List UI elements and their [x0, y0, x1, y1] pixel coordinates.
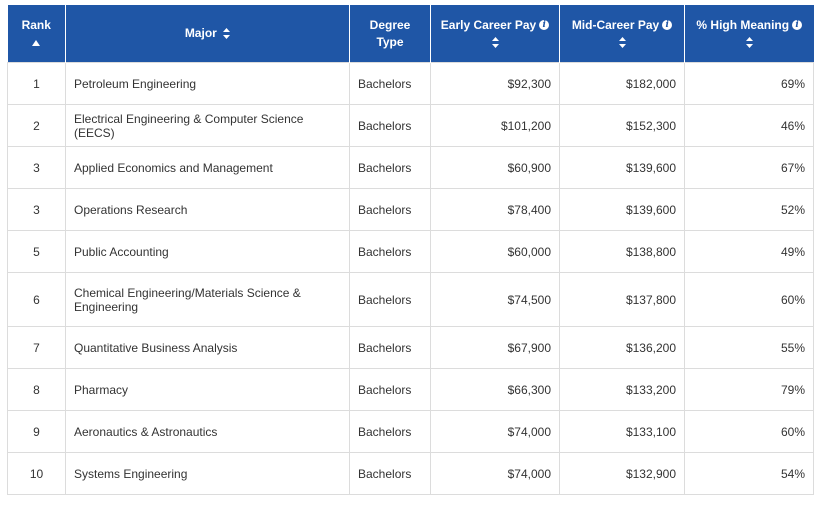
- rank-cell: 10: [7, 452, 66, 495]
- sort-asc-icon: [14, 34, 60, 51]
- mid-pay-cell: $136,200: [559, 326, 685, 369]
- mid-pay-cell: $137,800: [559, 272, 685, 327]
- salary-table-container: Rank Major Degree Type Early Career Pay i…: [7, 5, 814, 495]
- major-cell: Quantitative Business Analysis: [65, 326, 350, 369]
- mid-pay-cell: $132,900: [559, 452, 685, 495]
- early-pay-cell: $74,000: [430, 452, 560, 495]
- table-row: 10 Systems Engineering Bachelors $74,000…: [7, 452, 814, 495]
- meaning-cell: 52%: [684, 188, 814, 231]
- rank-cell: 8: [7, 368, 66, 411]
- mid-pay-cell: $133,100: [559, 410, 685, 453]
- rank-cell: 3: [7, 188, 66, 231]
- major-cell: Aeronautics & Astronautics: [65, 410, 350, 453]
- early-pay-cell: $60,000: [430, 230, 560, 273]
- mid-pay-cell: $138,800: [559, 230, 685, 273]
- major-cell: Public Accounting: [65, 230, 350, 273]
- early-pay-cell: $92,300: [430, 62, 560, 105]
- major-cell: Pharmacy: [65, 368, 350, 411]
- header-degree-type[interactable]: Degree Type: [349, 5, 431, 63]
- degree-cell: Bachelors: [349, 410, 431, 453]
- header-major-label: Major: [184, 26, 217, 40]
- degree-cell: Bachelors: [349, 104, 431, 147]
- early-pay-cell: $66,300: [430, 368, 560, 411]
- header-rank[interactable]: Rank: [7, 5, 66, 63]
- degree-cell: Bachelors: [349, 272, 431, 327]
- info-icon[interactable]: i: [792, 20, 803, 31]
- early-pay-cell: $60,900: [430, 146, 560, 189]
- rank-cell: 7: [7, 326, 66, 369]
- table-row: 1 Petroleum Engineering Bachelors $92,30…: [7, 62, 814, 105]
- degree-cell: Bachelors: [349, 326, 431, 369]
- sort-icon: [618, 36, 626, 48]
- header-mid-label: Mid-Career Pay: [571, 17, 660, 32]
- header-major[interactable]: Major: [65, 5, 350, 63]
- major-cell: Systems Engineering: [65, 452, 350, 495]
- header-rank-label: Rank: [21, 17, 51, 32]
- table-header-row: Rank Major Degree Type Early Career Pay i…: [7, 5, 814, 63]
- early-pay-cell: $101,200: [430, 104, 560, 147]
- degree-cell: Bachelors: [349, 146, 431, 189]
- mid-pay-cell: $139,600: [559, 146, 685, 189]
- major-cell: Chemical Engineering/Materials Science &…: [65, 272, 350, 327]
- degree-cell: Bachelors: [349, 188, 431, 231]
- header-mid-career-pay[interactable]: Mid-Career Pay i: [559, 5, 685, 63]
- meaning-cell: 79%: [684, 368, 814, 411]
- sort-icon: [745, 36, 753, 48]
- early-pay-cell: $78,400: [430, 188, 560, 231]
- rank-cell: 6: [7, 272, 66, 327]
- meaning-cell: 46%: [684, 104, 814, 147]
- meaning-cell: 54%: [684, 452, 814, 495]
- table-row: 8 Pharmacy Bachelors $66,300 $133,200 79…: [7, 368, 814, 411]
- meaning-cell: 69%: [684, 62, 814, 105]
- header-meaning-label: % High Meaning: [696, 17, 790, 32]
- degree-cell: Bachelors: [349, 62, 431, 105]
- info-icon[interactable]: i: [539, 20, 550, 31]
- rank-cell: 3: [7, 146, 66, 189]
- header-degree-label-line2: Type: [376, 34, 404, 49]
- degree-cell: Bachelors: [349, 452, 431, 495]
- table-row: 3 Operations Research Bachelors $78,400 …: [7, 188, 814, 231]
- table-row: 7 Quantitative Business Analysis Bachelo…: [7, 326, 814, 369]
- mid-pay-cell: $182,000: [559, 62, 685, 105]
- major-cell: Petroleum Engineering: [65, 62, 350, 105]
- table-row: 5 Public Accounting Bachelors $60,000 $1…: [7, 230, 814, 273]
- meaning-cell: 49%: [684, 230, 814, 273]
- rank-cell: 2: [7, 104, 66, 147]
- table-row: 2 Electrical Engineering & Computer Scie…: [7, 104, 814, 147]
- major-cell: Applied Economics and Management: [65, 146, 350, 189]
- mid-pay-cell: $139,600: [559, 188, 685, 231]
- early-pay-cell: $74,000: [430, 410, 560, 453]
- major-cell: Electrical Engineering & Computer Scienc…: [65, 104, 350, 147]
- header-high-meaning[interactable]: % High Meaning i: [684, 5, 814, 63]
- meaning-cell: 60%: [684, 272, 814, 327]
- rank-cell: 1: [7, 62, 66, 105]
- header-early-label: Early Career Pay: [440, 17, 537, 32]
- meaning-cell: 60%: [684, 410, 814, 453]
- mid-pay-cell: $152,300: [559, 104, 685, 147]
- rank-cell: 9: [7, 410, 66, 453]
- mid-pay-cell: $133,200: [559, 368, 685, 411]
- meaning-cell: 67%: [684, 146, 814, 189]
- rank-cell: 5: [7, 230, 66, 273]
- meaning-cell: 55%: [684, 326, 814, 369]
- early-pay-cell: $74,500: [430, 272, 560, 327]
- table-row: 3 Applied Economics and Management Bache…: [7, 146, 814, 189]
- header-early-career-pay[interactable]: Early Career Pay i: [430, 5, 560, 63]
- table-row: 9 Aeronautics & Astronautics Bachelors $…: [7, 410, 814, 453]
- salary-table: Rank Major Degree Type Early Career Pay i…: [7, 5, 814, 495]
- major-cell: Operations Research: [65, 188, 350, 231]
- sort-icon: [491, 36, 499, 48]
- header-degree-label-line1: Degree: [369, 17, 411, 32]
- degree-cell: Bachelors: [349, 230, 431, 273]
- table-row: 6 Chemical Engineering/Materials Science…: [7, 272, 814, 327]
- info-icon[interactable]: i: [662, 20, 673, 31]
- sort-icon: [223, 28, 231, 40]
- early-pay-cell: $67,900: [430, 326, 560, 369]
- degree-cell: Bachelors: [349, 368, 431, 411]
